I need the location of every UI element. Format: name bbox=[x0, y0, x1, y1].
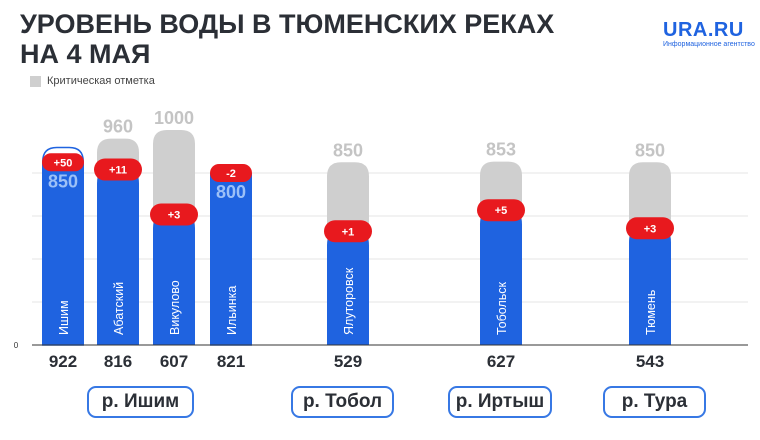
change-label: +3 bbox=[644, 223, 657, 235]
critical-value-label: 1000 bbox=[154, 108, 194, 128]
change-badge bbox=[42, 153, 84, 172]
change-badge bbox=[94, 158, 142, 181]
change-label: +3 bbox=[168, 209, 181, 221]
level-value-label: 627 bbox=[487, 352, 515, 371]
change-label: +50 bbox=[54, 157, 73, 169]
change-badge bbox=[324, 220, 372, 243]
title-line-1: УРОВЕНЬ ВОДЫ В ТЮМЕНСКИХ РЕКАХ bbox=[20, 9, 555, 39]
category-label: Тюмень bbox=[644, 290, 658, 335]
change-label: -2 bbox=[226, 168, 236, 180]
level-value-label: 922 bbox=[49, 352, 77, 371]
critical-value-label: 800 bbox=[216, 182, 246, 202]
river-label-ishim: р. Ишим bbox=[87, 386, 194, 418]
level-bar bbox=[629, 228, 671, 345]
legend-swatch bbox=[30, 75, 41, 87]
category-label: Абатский bbox=[112, 282, 126, 335]
category-label: Ялуторовск bbox=[342, 267, 356, 335]
critical-value-label: 850 bbox=[333, 140, 363, 160]
change-badge bbox=[150, 203, 198, 226]
level-value-label: 816 bbox=[104, 352, 132, 371]
category-label: Ишим bbox=[57, 300, 71, 335]
change-badge bbox=[210, 164, 252, 182]
level-value-label: 821 bbox=[217, 352, 245, 371]
river-label-tobol: р. Тобол bbox=[291, 386, 394, 418]
river-label-irtysh: р. Иртыш bbox=[448, 386, 552, 418]
title-line-2: НА 4 МАЯ bbox=[20, 39, 151, 69]
brand-name: URA.RU bbox=[663, 19, 744, 41]
legend: Критическая отметка bbox=[30, 74, 155, 88]
category-label: Тобольск bbox=[495, 281, 509, 335]
change-label: +5 bbox=[495, 205, 508, 217]
level-bar bbox=[327, 231, 369, 345]
category-label: Ильинка bbox=[225, 286, 239, 335]
page-title: УРОВЕНЬ ВОДЫ В ТЮМЕНСКИХ РЕКАХ НА 4 МАЯ bbox=[20, 9, 580, 69]
river-label-tura: р. Тура bbox=[603, 386, 706, 418]
category-label: Викулово bbox=[168, 280, 182, 335]
critical-value-label: 850 bbox=[635, 140, 665, 160]
critical-value-label: 850 bbox=[48, 171, 78, 191]
change-label: +1 bbox=[342, 226, 355, 238]
change-badge bbox=[477, 199, 525, 222]
level-bar bbox=[42, 162, 84, 345]
level-bar bbox=[210, 173, 252, 345]
level-value-label: 543 bbox=[636, 352, 664, 371]
legend-label: Критическая отметка bbox=[47, 75, 155, 87]
brand-tagline: Информационное агентство bbox=[663, 41, 755, 48]
level-bar bbox=[97, 169, 139, 345]
level-value-label: 529 bbox=[334, 352, 362, 371]
brand-logo[interactable]: URA.RU Информационное агентство bbox=[663, 20, 755, 49]
change-label: +11 bbox=[109, 165, 127, 177]
critical-value-label: 960 bbox=[103, 117, 133, 137]
level-bar bbox=[480, 210, 522, 345]
level-value-label: 607 bbox=[160, 352, 188, 371]
level-bar bbox=[153, 214, 195, 345]
zero-tick-label: 0 bbox=[14, 341, 19, 350]
change-badge bbox=[626, 217, 674, 240]
critical-value-label: 853 bbox=[486, 140, 516, 160]
